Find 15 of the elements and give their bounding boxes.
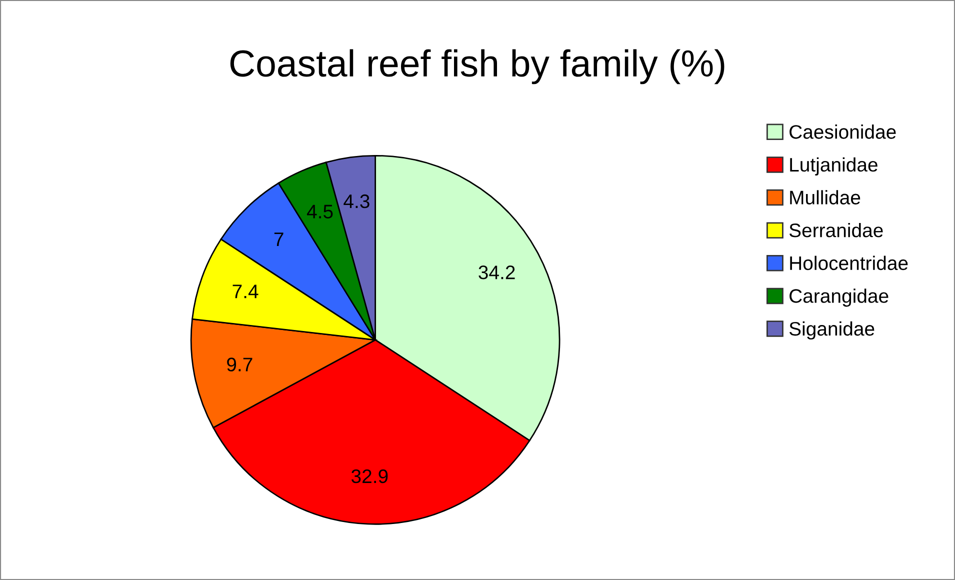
data-label: 4.3 <box>344 194 370 208</box>
data-label: 7 <box>274 232 284 246</box>
data-label: 34.2 <box>478 266 515 280</box>
data-label: 7.4 <box>232 284 258 298</box>
data-label: 9.7 <box>227 358 252 372</box>
legend-label: Mullidae <box>790 190 860 204</box>
legend-label: Siganidae <box>789 321 874 340</box>
data-label: 32.9 <box>351 469 388 484</box>
data-label: 4.5 <box>306 204 333 218</box>
legend-label: Holocentridae <box>790 256 908 270</box>
legend-label: Caesionidae <box>790 124 896 139</box>
chart-title: Coastal reef fish by family (%) <box>230 49 724 84</box>
legend-label: Carangidae <box>790 288 888 307</box>
legend-label: Lutjanidae <box>790 157 878 176</box>
legend-label: Serranidae <box>789 222 883 238</box>
